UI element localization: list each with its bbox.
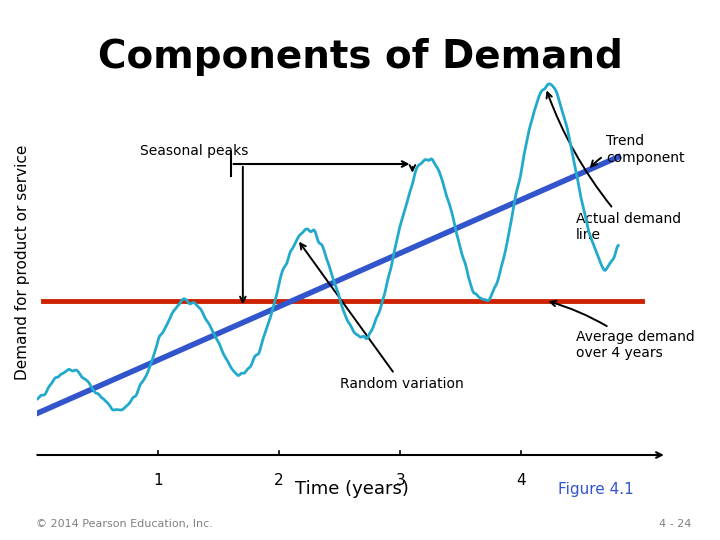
Text: 1: 1: [153, 473, 163, 488]
X-axis label: Time (years): Time (years): [295, 480, 409, 498]
Text: Trend
component: Trend component: [591, 134, 685, 166]
Text: 4: 4: [516, 473, 526, 488]
Text: Random variation: Random variation: [300, 244, 464, 391]
Text: Components of Demand: Components of Demand: [98, 38, 622, 76]
Text: 3: 3: [395, 473, 405, 488]
Y-axis label: Demand for product or service: Demand for product or service: [15, 144, 30, 380]
Text: © 2014 Pearson Education, Inc.: © 2014 Pearson Education, Inc.: [36, 519, 213, 529]
Text: Figure 4.1: Figure 4.1: [558, 482, 634, 497]
Text: 4 - 24: 4 - 24: [659, 519, 691, 529]
Text: 2: 2: [274, 473, 284, 488]
Text: Seasonal peaks: Seasonal peaks: [140, 144, 248, 158]
Text: Average demand
over 4 years: Average demand over 4 years: [550, 301, 695, 361]
Text: Actual demand
line: Actual demand line: [546, 92, 681, 242]
